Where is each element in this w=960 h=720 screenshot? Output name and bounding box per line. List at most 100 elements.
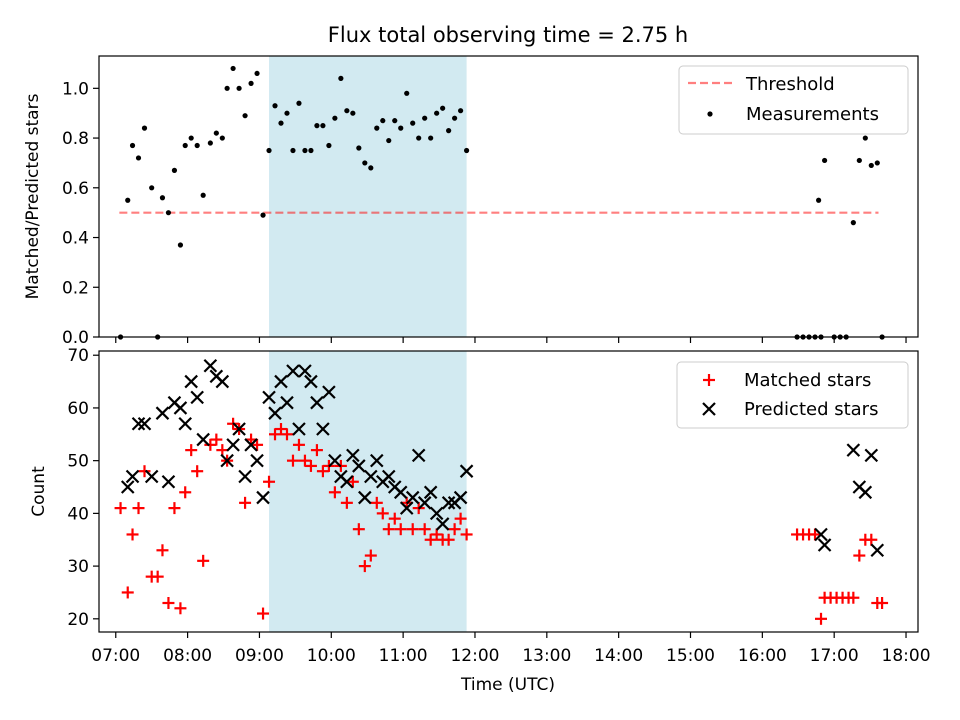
matched-star-point xyxy=(454,512,467,525)
matched-star-point xyxy=(204,438,217,451)
matched-star-point xyxy=(162,597,175,610)
y-tick-label: 60 xyxy=(67,399,89,419)
measurement-point xyxy=(171,167,178,173)
predicted-star-point xyxy=(459,464,474,478)
matched-star-point xyxy=(257,607,270,620)
predicted-star-point xyxy=(304,374,318,389)
matched-star-point xyxy=(185,444,198,457)
count-axes-frame xyxy=(98,350,919,633)
y-tick-label: 30 xyxy=(67,557,89,577)
measurement-point xyxy=(874,160,880,166)
count-y-ticks: 20 30 40 50 60 70 xyxy=(67,346,99,630)
predicted-star-point xyxy=(184,374,198,389)
measurement-point xyxy=(254,70,260,77)
measurement-point xyxy=(410,120,416,126)
matched-star-point xyxy=(853,549,866,562)
predicted-star-point xyxy=(453,490,468,505)
x-tick-label: 08:00 xyxy=(163,646,212,666)
predicted-star-point xyxy=(268,406,282,420)
measurement-point xyxy=(862,135,868,141)
predicted-star-point xyxy=(322,385,336,399)
predicted-star-point xyxy=(316,422,330,436)
matched-star-point xyxy=(358,560,371,573)
count-x-ticks: 07:00 08:00 09:00 10:00 11:00 12:00 13:00 14:00… xyxy=(91,632,931,666)
measurement-point xyxy=(207,140,213,146)
y-tick-label: 70 xyxy=(67,346,89,366)
count-y-axis-label: Count xyxy=(29,466,49,517)
measurement-point xyxy=(374,125,380,131)
measurement-point xyxy=(129,142,136,149)
predicted-star-point xyxy=(292,422,306,436)
measurement-point xyxy=(314,123,320,129)
measurement-point xyxy=(290,147,296,154)
measurement-point xyxy=(248,80,254,86)
matched-star-point xyxy=(114,502,127,515)
x-tick-label: 13:00 xyxy=(522,646,571,666)
predicted-star-point xyxy=(250,453,264,468)
matched-star-point xyxy=(460,528,473,541)
measurement-point xyxy=(458,108,464,114)
predicted-star-point xyxy=(441,496,456,510)
measurement-point xyxy=(165,210,172,216)
matched-star-point xyxy=(340,496,353,509)
y-tick-label: 0.8 xyxy=(62,129,89,149)
y-tick-label: 50 xyxy=(67,452,89,472)
measurement-point xyxy=(440,105,446,111)
measurement-point xyxy=(194,142,200,149)
predicted-star-point xyxy=(226,438,240,452)
matched-star-point xyxy=(442,533,455,546)
matched-star-point xyxy=(376,507,389,520)
y-tick-label: 0.4 xyxy=(62,229,89,249)
matched-star-point xyxy=(316,465,329,478)
measurement-point xyxy=(213,130,219,136)
matched-star-point xyxy=(179,486,192,499)
legend-matched-swatch xyxy=(703,374,715,386)
x-tick-label: 10:00 xyxy=(307,646,356,666)
measurement-point xyxy=(856,157,862,164)
measurement-point xyxy=(822,157,828,164)
x-axis-label: Time (UTC) xyxy=(460,675,555,695)
predicted-star-point xyxy=(125,469,140,484)
predicted-star-point xyxy=(310,395,324,410)
matched-star-point xyxy=(292,438,305,451)
y-tick-label: 0.2 xyxy=(62,278,89,298)
measurement-point xyxy=(308,147,314,154)
predicted-star-point xyxy=(381,469,396,484)
x-tick-label: 09:00 xyxy=(235,646,284,666)
matched-star-point xyxy=(151,570,164,583)
predicted-star-points xyxy=(120,358,885,558)
x-tick-label: 12:00 xyxy=(450,646,499,666)
measurement-point xyxy=(380,118,386,124)
x-tick-label: 07:00 xyxy=(91,646,140,666)
legend-predicted-swatch xyxy=(702,402,716,416)
measurement-point xyxy=(159,195,166,201)
predicted-star-point xyxy=(144,469,159,484)
predicted-star-point xyxy=(196,432,210,447)
measurement-point xyxy=(362,160,368,166)
figure-title: Flux total observing time = 2.75 h xyxy=(328,23,688,47)
matched-star-point xyxy=(865,533,878,546)
y-tick-label: 1.0 xyxy=(62,79,89,99)
legend-measurements-label: Measurements xyxy=(746,104,879,125)
measurement-point xyxy=(125,197,131,203)
predicted-star-point xyxy=(173,401,188,415)
matched-star-point xyxy=(448,523,461,536)
matched-star-point xyxy=(132,502,145,515)
measurement-point xyxy=(368,165,374,171)
x-tick-label: 17:00 xyxy=(810,646,859,666)
measurement-point xyxy=(446,128,452,134)
ratio-legend-box xyxy=(678,65,909,135)
y-tick-label: 0.6 xyxy=(62,179,89,199)
measurement-point xyxy=(177,242,184,248)
matched-star-point xyxy=(876,597,889,610)
ratio-panel: 0.0 0.2 0.4 0.6 0.8 1.0 Matched/Predicted sta… xyxy=(23,55,919,348)
predicted-star-point xyxy=(858,485,873,500)
predicted-star-point xyxy=(203,358,218,373)
measurement-point xyxy=(296,100,302,106)
predicted-star-point xyxy=(846,443,861,457)
predicted-star-point xyxy=(411,448,426,463)
predicted-star-point xyxy=(423,485,438,500)
measurement-point xyxy=(392,118,398,124)
matched-star-points xyxy=(114,417,889,625)
